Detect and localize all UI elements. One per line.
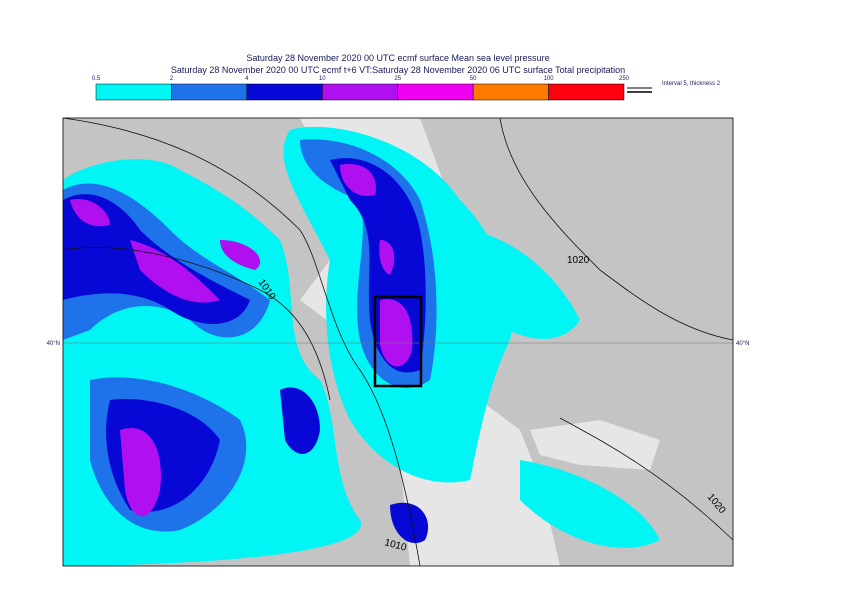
colorbar-label: 2 [170,76,174,82]
precip [470,230,580,339]
colorbar-label: 4 [245,76,249,82]
precip [280,387,320,454]
contour [559,417,733,541]
colorbar-segment [397,83,474,101]
contour [63,118,421,566]
sea [530,420,660,470]
colorbar-segment [472,83,549,101]
contour [499,118,733,341]
colorbar: 0.5 2 4 10 25 50 100 250 [92,76,630,101]
precip [70,199,261,303]
lat-label: 40°N [47,341,60,347]
colorbar-label: 10 [319,76,326,82]
colorbar-segment [322,83,398,101]
colorbar-segment [171,83,248,101]
colorbar-segment [246,83,323,101]
colorbar-segment [548,83,625,101]
contour-label: 1020 [567,255,590,266]
map-frame [62,117,734,567]
highlight-box [373,295,423,388]
lat-label: 40°N [736,341,749,347]
colorbar-label: 0.5 [92,76,101,82]
title-line: Saturday 28 November 2020 00 UTC ecmf su… [246,53,549,63]
title-line: Saturday 28 November 2020 00 UTC ecmf t+… [171,65,625,75]
precip [390,502,429,544]
map: 1020 1010 1020 1010 40°N 40°N [47,117,749,567]
colorbar-label: 100 [544,76,555,82]
precip [520,460,660,548]
contour [63,247,331,401]
legend-note: Interval 5, thickness 2 [662,81,721,87]
colorbar-label: 250 [619,76,630,82]
precip [120,164,413,517]
colorbar-segment [95,83,172,101]
colorbar-label: 50 [470,76,477,82]
colorbar-label: 25 [394,76,401,82]
